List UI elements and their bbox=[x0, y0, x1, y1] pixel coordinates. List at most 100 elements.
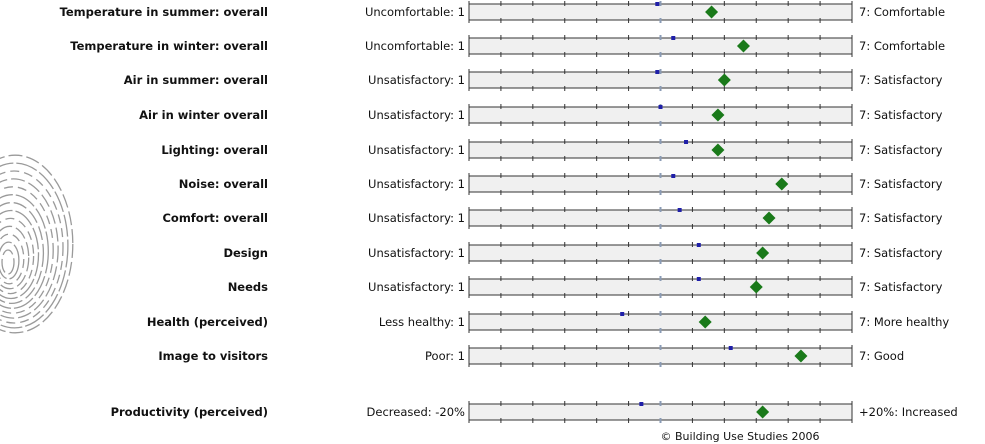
scale-bar bbox=[468, 141, 853, 159]
scale-min-label: Poor: 1 bbox=[425, 349, 465, 363]
benchmark-marker bbox=[696, 277, 701, 281]
scale-max-label: 7: Comfortable bbox=[859, 5, 945, 19]
fingerprint-ridge bbox=[0, 178, 59, 319]
fingerprint-logo bbox=[0, 154, 74, 334]
chart-row: Comfort: overall Unsatisfactory: 1 7: Sati… bbox=[162, 207, 943, 229]
scale-min-label: Decreased: -20% bbox=[367, 405, 466, 419]
score-marker bbox=[711, 108, 725, 122]
benchmark-marker bbox=[684, 140, 689, 144]
scale-max-label: 7: Comfortable bbox=[859, 39, 945, 53]
scale-min-label: Uncomfortable: 1 bbox=[365, 39, 465, 53]
scale-bar bbox=[468, 403, 853, 421]
fingerprint-ridge bbox=[0, 194, 49, 309]
row-label: Noise: overall bbox=[179, 177, 268, 191]
benchmark-marker bbox=[655, 2, 660, 6]
scale-min-label: Unsatisfactory: 1 bbox=[368, 108, 465, 122]
score-marker bbox=[762, 211, 776, 225]
fingerprint-ridge bbox=[0, 233, 25, 285]
scale-max-label: 7: Satisfactory bbox=[859, 177, 943, 191]
benchmark-marker bbox=[671, 36, 676, 40]
scale-min-label: Unsatisfactory: 1 bbox=[368, 211, 465, 225]
scale-bar bbox=[468, 278, 853, 296]
fingerprint-ridge bbox=[0, 241, 20, 280]
scale-max-label: 7: Satisfactory bbox=[859, 73, 943, 87]
scale-min-label: Uncomfortable: 1 bbox=[365, 5, 465, 19]
scale-bar bbox=[468, 175, 853, 193]
benchmark-marker bbox=[728, 346, 733, 350]
score-marker bbox=[736, 39, 750, 53]
chart-row: Temperature in summer: overall Uncomforta… bbox=[60, 1, 945, 23]
scale-max-label: 7: More healthy bbox=[859, 315, 949, 329]
chart-row: Needs Unsatisfactory: 1 7: Satisfactory bbox=[228, 276, 943, 298]
chart-row: Temperature in winter: overall Uncomforta… bbox=[70, 35, 945, 57]
benchmark-marker bbox=[639, 402, 644, 406]
fingerprint-ridge bbox=[0, 162, 69, 329]
scale-max-label: +20%: Increased bbox=[859, 405, 958, 419]
scale-min-label: Less healthy: 1 bbox=[379, 315, 465, 329]
row-label: Air in winter overall bbox=[139, 108, 268, 122]
chart-row: Design Unsatisfactory: 1 7: Satisfactory bbox=[223, 242, 943, 264]
scale-max-label: 7: Satisfactory bbox=[859, 280, 943, 294]
chart-row: Noise: overall Unsatisfactory: 1 7: Satisf… bbox=[179, 173, 943, 195]
fingerprint-ridge bbox=[0, 201, 45, 305]
fingerprint-ridge bbox=[0, 170, 64, 324]
scale-bar bbox=[468, 313, 853, 331]
row-label: Image to visitors bbox=[158, 349, 268, 363]
score-marker bbox=[698, 315, 712, 329]
scale-bar bbox=[468, 3, 853, 21]
fingerprint-ridge bbox=[0, 225, 30, 290]
score-marker bbox=[775, 177, 789, 191]
scale-min-label: Unsatisfactory: 1 bbox=[368, 143, 465, 157]
chart-row: Air in summer: overall Unsatisfactory: 1 7… bbox=[124, 69, 943, 91]
row-label: Needs bbox=[228, 280, 268, 294]
chart-row: Image to visitors Poor: 1 7: Good bbox=[158, 345, 904, 367]
chart-row: Lighting: overall Unsatisfactory: 1 7: Sat… bbox=[161, 139, 943, 161]
fingerprint-ridge bbox=[0, 186, 54, 314]
scale-bar bbox=[468, 244, 853, 262]
row-label: Air in summer: overall bbox=[124, 73, 268, 87]
row-label: Productivity (perceived) bbox=[111, 405, 268, 419]
score-marker bbox=[711, 143, 725, 157]
row-label: Health (perceived) bbox=[147, 315, 268, 329]
scale-min-label: Unsatisfactory: 1 bbox=[368, 73, 465, 87]
scale-min-label: Unsatisfactory: 1 bbox=[368, 177, 465, 191]
chart-row: Productivity (perceived) Decreased: -20% +… bbox=[111, 401, 958, 423]
scale-bar bbox=[468, 209, 853, 227]
fingerprint-ridge bbox=[0, 217, 35, 295]
fingerprint-ridge bbox=[0, 209, 40, 300]
row-label: Design bbox=[223, 246, 268, 260]
benchmark-marker bbox=[677, 208, 682, 212]
score-marker bbox=[717, 73, 731, 87]
benchmark-marker bbox=[671, 174, 676, 178]
benchmark-marker bbox=[696, 243, 701, 247]
benchmark-marker bbox=[620, 312, 625, 316]
scale-max-label: 7: Satisfactory bbox=[859, 108, 943, 122]
row-label: Lighting: overall bbox=[161, 143, 268, 157]
scale-max-label: 7: Good bbox=[859, 349, 904, 363]
score-marker bbox=[749, 280, 763, 294]
scale-max-label: 7: Satisfactory bbox=[859, 211, 943, 225]
score-marker bbox=[756, 246, 770, 260]
scale-max-label: 7: Satisfactory bbox=[859, 246, 943, 260]
score-marker bbox=[756, 405, 770, 419]
row-label: Temperature in winter: overall bbox=[70, 39, 268, 53]
score-marker bbox=[794, 349, 808, 363]
scale-min-label: Unsatisfactory: 1 bbox=[368, 280, 465, 294]
scale-bar bbox=[468, 71, 853, 89]
score-marker bbox=[705, 5, 719, 19]
scale-min-label: Unsatisfactory: 1 bbox=[368, 246, 465, 260]
copyright-credit: © Building Use Studies 2006 bbox=[661, 430, 820, 443]
benchmark-marker bbox=[658, 105, 663, 109]
benchmark-marker bbox=[655, 70, 660, 74]
row-label: Temperature in summer: overall bbox=[60, 5, 268, 19]
chart-row: Air in winter overall Unsatisfactory: 1 7:… bbox=[139, 104, 943, 126]
scale-bar bbox=[468, 106, 853, 124]
row-label: Comfort: overall bbox=[162, 211, 268, 225]
fingerprint-ridge bbox=[0, 154, 74, 334]
fingerprint-ridge bbox=[1, 249, 15, 275]
chart-rows: Temperature in summer: overall Uncomforta… bbox=[60, 1, 958, 423]
scale-bar bbox=[468, 37, 853, 55]
scale-max-label: 7: Satisfactory bbox=[859, 143, 943, 157]
chart-row: Health (perceived) Less healthy: 1 7: More… bbox=[147, 311, 949, 333]
